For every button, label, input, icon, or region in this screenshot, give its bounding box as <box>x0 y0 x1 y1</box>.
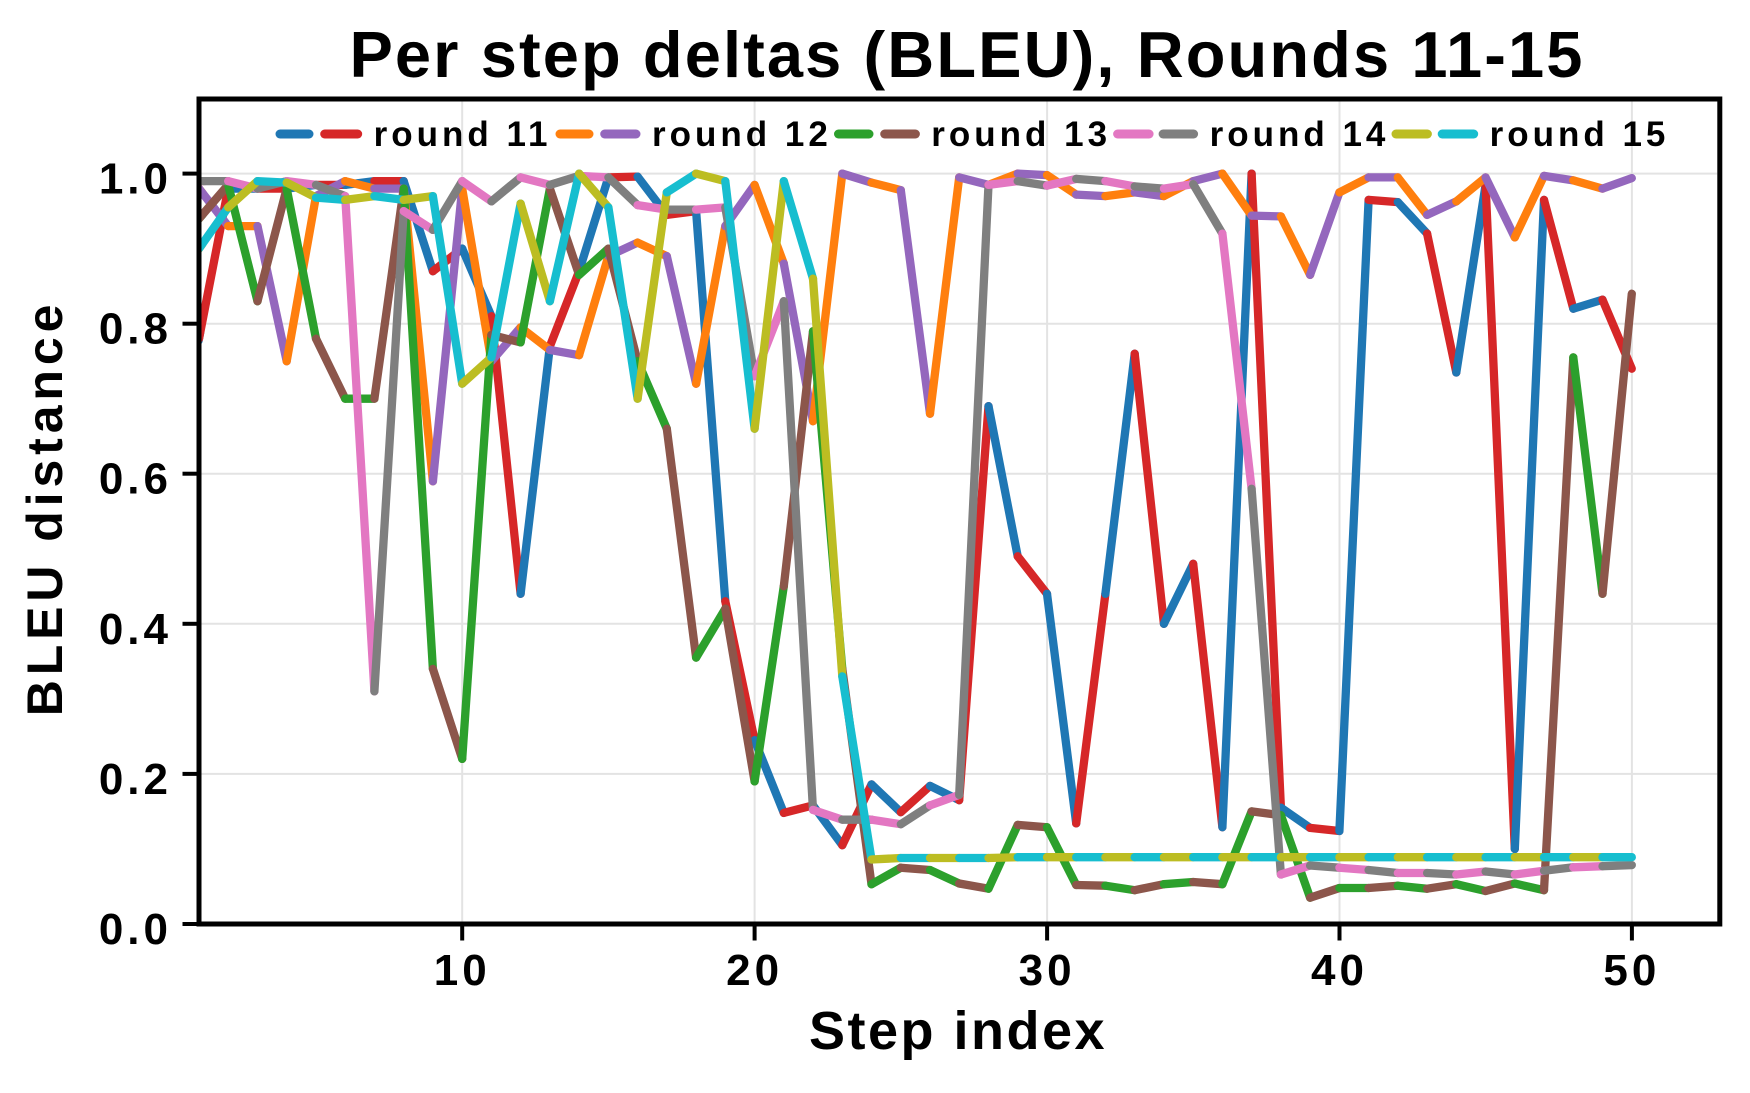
svg-text:0.6: 0.6 <box>99 455 172 504</box>
svg-text:0.2: 0.2 <box>99 755 172 804</box>
svg-text:0.0: 0.0 <box>99 905 172 954</box>
svg-text:round 15: round 15 <box>1490 115 1670 154</box>
svg-text:1.0: 1.0 <box>99 155 172 204</box>
svg-text:10: 10 <box>434 946 491 995</box>
svg-text:Per step deltas (BLEU), Rounds: Per step deltas (BLEU), Rounds 11-15 <box>349 18 1584 91</box>
svg-text:0.4: 0.4 <box>99 605 172 654</box>
svg-text:0.8: 0.8 <box>99 305 172 354</box>
svg-text:round 11: round 11 <box>374 115 552 154</box>
svg-text:Step index: Step index <box>809 1001 1107 1061</box>
svg-text:BLEU distance: BLEU distance <box>17 300 73 717</box>
svg-text:40: 40 <box>1311 946 1368 995</box>
svg-text:round 12: round 12 <box>652 115 832 154</box>
svg-text:50: 50 <box>1603 946 1660 995</box>
svg-text:round 14: round 14 <box>1210 115 1390 154</box>
svg-text:30: 30 <box>1019 946 1076 995</box>
svg-text:round 13: round 13 <box>931 115 1111 154</box>
svg-text:20: 20 <box>726 946 783 995</box>
